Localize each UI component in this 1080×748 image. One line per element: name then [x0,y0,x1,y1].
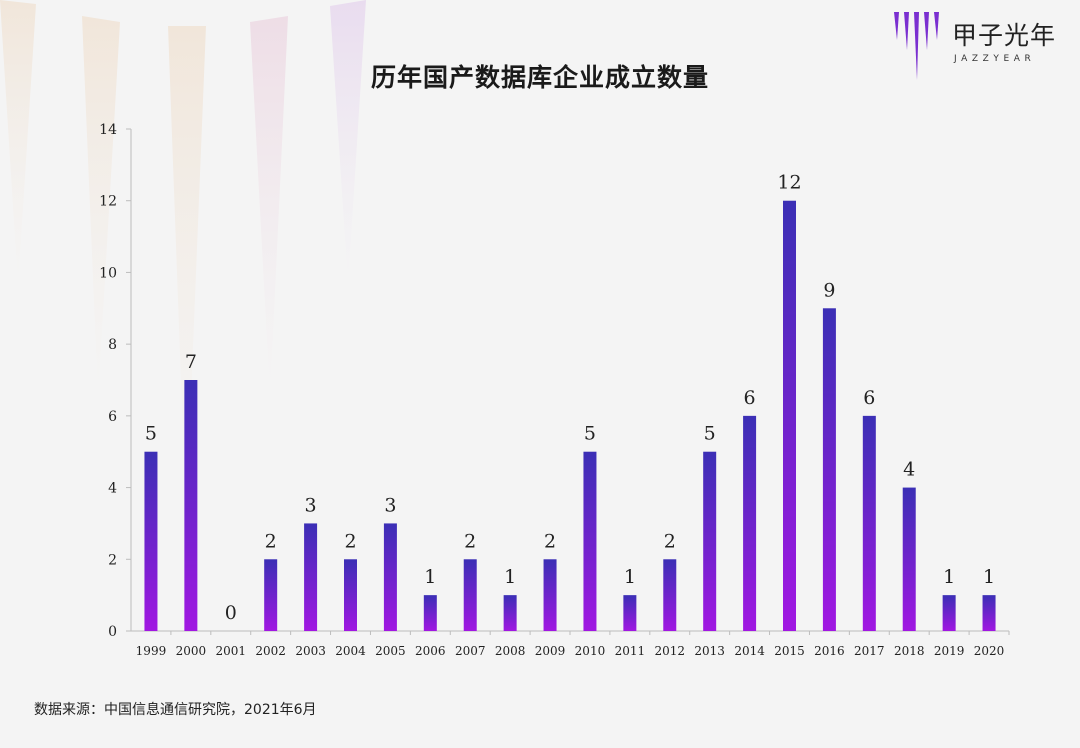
brand-name: 甲子光年 [952,21,1057,50]
bar-2002 [264,559,278,631]
x-tick-label: 2011 [615,644,646,658]
decor-spike [82,16,120,398]
y-tick-label: 6 [108,409,117,425]
data-label: 4 [903,459,915,481]
x-tick-label: 2005 [375,644,406,658]
data-label: 1 [424,566,436,588]
x-tick-label: 2012 [654,644,685,658]
data-label: 6 [863,387,875,409]
bar-2018 [902,487,916,631]
data-label: 2 [664,530,676,552]
bar-2008 [503,595,517,631]
decor-spike [168,26,206,520]
data-label: 1 [504,566,516,588]
bar-2017 [862,415,876,631]
data-label: 12 [777,172,801,194]
data-label: 1 [983,566,995,588]
bar-2006 [423,595,437,631]
x-tick-label: 2002 [255,644,286,658]
data-label: 5 [584,423,596,445]
bar-2005 [383,523,397,631]
x-tick-label: 2019 [934,644,965,658]
x-tick-label: 2003 [295,644,326,658]
bar-2020 [982,595,996,631]
bar-2009 [543,559,557,631]
bar-2010 [583,451,597,631]
bar-2007 [463,559,477,631]
bar-2012 [663,559,677,631]
x-tick-label: 2020 [974,644,1005,658]
logo-mark-icon [894,12,939,80]
data-label: 6 [744,387,756,409]
data-label: 2 [544,530,556,552]
data-label: 3 [305,494,317,516]
bar-1999 [144,451,158,631]
decor-spike [0,0,36,286]
background-decoration [0,0,366,520]
x-tick-label: 2006 [415,644,446,658]
brand-logo: 甲子光年 JAZZYEAR [890,10,1070,84]
decor-spike [330,0,366,286]
data-label: 5 [145,423,157,445]
chart-bars [144,200,996,631]
data-label: 2 [464,530,476,552]
data-label: 2 [265,530,277,552]
y-tick-label: 12 [99,194,117,210]
data-label: 7 [185,351,197,373]
bar-2019 [942,595,956,631]
x-tick-label: 2000 [176,644,207,658]
y-tick-label: 0 [108,624,117,640]
data-label: 0 [225,602,237,624]
x-tick-label: 1999 [136,644,167,658]
x-tick-label: 2010 [575,644,606,658]
source-note: 数据来源：中国信息通信研究院，2021年6月 [34,702,317,718]
x-tick-label: 2017 [854,644,885,658]
y-tick-label: 10 [99,265,117,281]
data-label: 1 [624,566,636,588]
decor-spike [250,16,288,398]
x-tick-label: 2004 [335,644,366,658]
bar-2014 [743,415,757,631]
data-label: 5 [704,423,716,445]
chart-title: 历年国产数据库企业成立数量 [370,63,709,92]
bar-2016 [822,308,836,631]
bar-2011 [623,595,637,631]
data-label: 3 [384,494,396,516]
brand-subtitle: JAZZYEAR [954,54,1036,64]
y-tick-label: 4 [108,481,117,497]
bar-2015 [783,200,796,631]
chart-axes [126,128,1010,635]
x-tick-label: 2016 [814,644,845,658]
x-tick-label: 2001 [215,644,246,658]
chart-labels: 0246810121419995200072001020022200332004… [99,122,1004,658]
y-tick-label: 14 [99,122,117,138]
data-label: 1 [943,566,955,588]
bar-2013 [703,451,717,631]
x-tick-label: 2008 [495,644,526,658]
y-tick-label: 2 [108,552,117,568]
bar-2003 [304,523,318,631]
bar-2000 [184,380,198,631]
x-tick-label: 2018 [894,644,925,658]
bar-2004 [344,559,357,631]
x-tick-label: 2014 [734,644,765,658]
x-tick-label: 2009 [535,644,566,658]
x-tick-label: 2013 [694,644,725,658]
x-tick-label: 2015 [774,644,805,658]
y-tick-label: 8 [108,337,117,353]
data-label: 2 [344,530,356,552]
data-label: 9 [823,279,835,301]
x-tick-label: 2007 [455,644,486,658]
